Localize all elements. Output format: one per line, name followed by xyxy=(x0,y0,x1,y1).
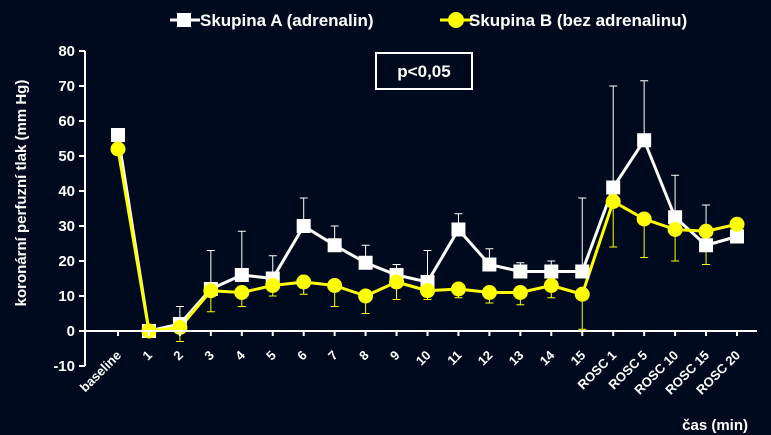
y-tick-label: 70 xyxy=(58,78,75,95)
x-axis-title: čas (min) xyxy=(682,417,748,434)
series-b-point xyxy=(605,194,621,209)
series-a-point xyxy=(513,264,528,279)
series-a-point xyxy=(234,268,249,282)
y-tick-label: 60 xyxy=(58,113,75,130)
x-tick-label: 4 xyxy=(232,347,248,363)
series-b-point xyxy=(543,278,559,293)
series-b-point xyxy=(450,281,466,297)
x-tick-label: 14 xyxy=(537,347,558,368)
series-a-point xyxy=(111,128,125,142)
significance-annotation: p<0,05 xyxy=(375,52,473,90)
series-b-point xyxy=(636,211,652,227)
series-a-point xyxy=(575,264,590,279)
series-b-point xyxy=(327,278,343,293)
legend-marker-series-a xyxy=(177,13,191,27)
series-b-point xyxy=(110,141,126,157)
x-tick-label: 6 xyxy=(294,348,310,364)
annotation-text: p<0,05 xyxy=(397,62,450,81)
y-tick-label: 80 xyxy=(58,43,75,60)
x-tick-label: baseline xyxy=(77,348,124,395)
x-tick-label: 5 xyxy=(263,348,279,364)
y-tick-label: 20 xyxy=(58,253,75,270)
legend-label-series-a: Skupina A (adrenalin) xyxy=(200,11,374,30)
series-b-point xyxy=(729,216,745,232)
series-a-point xyxy=(451,222,466,237)
x-tick-label: 7 xyxy=(325,348,341,364)
series-b-point xyxy=(420,283,435,299)
y-tick-label: 50 xyxy=(58,148,75,165)
series-a-point xyxy=(699,238,714,253)
series-a-point xyxy=(482,257,497,272)
x-tick-label: 2 xyxy=(170,348,186,364)
x-tick-label: 15 xyxy=(568,348,589,369)
series-a-point xyxy=(296,219,311,233)
series-a-point xyxy=(544,264,559,279)
series-b-point xyxy=(512,285,528,300)
x-tick-label: 8 xyxy=(356,348,372,364)
legend-label-series-b: Skupina B (bez adrenalinu) xyxy=(469,11,687,30)
series-b-point xyxy=(265,278,281,293)
series-a-point xyxy=(730,229,744,244)
series-b-point xyxy=(481,285,497,300)
series-b-point xyxy=(698,223,714,239)
series-a-point xyxy=(637,133,652,148)
y-tick-label: 10 xyxy=(58,288,75,305)
series-a-point xyxy=(668,210,683,225)
y-axis-title: koronární perfuzní tlak (mm Hg) xyxy=(13,80,30,307)
legend-marker-series-b xyxy=(448,12,464,28)
y-tick-label: 30 xyxy=(58,218,75,235)
series-b-point xyxy=(296,274,312,290)
x-tick-label: 13 xyxy=(506,348,527,369)
y-tick-label: 0 xyxy=(67,323,75,340)
series-b-point xyxy=(389,274,405,290)
series-a-point xyxy=(606,180,621,195)
y-tick-label: -10 xyxy=(53,358,75,375)
legend: Skupina A (adrenalin) Skupina B (bez adr… xyxy=(170,11,687,30)
y-tick-label: 40 xyxy=(58,183,75,200)
series-b-point xyxy=(667,222,683,237)
x-tick-label: 12 xyxy=(475,348,496,369)
x-tick-label: 10 xyxy=(413,348,434,369)
series-b-point xyxy=(574,286,590,302)
series-b-point xyxy=(358,288,374,304)
series-a-point xyxy=(327,238,342,253)
x-tick-label: 1 xyxy=(139,348,155,364)
series-b-point xyxy=(203,283,219,299)
annotation-box xyxy=(375,52,473,90)
x-tick-label: 3 xyxy=(201,348,217,364)
series-b-point xyxy=(234,285,250,300)
series-a-point xyxy=(358,255,373,270)
x-tick-label: 9 xyxy=(387,348,403,364)
x-tick-label: 11 xyxy=(444,348,464,368)
